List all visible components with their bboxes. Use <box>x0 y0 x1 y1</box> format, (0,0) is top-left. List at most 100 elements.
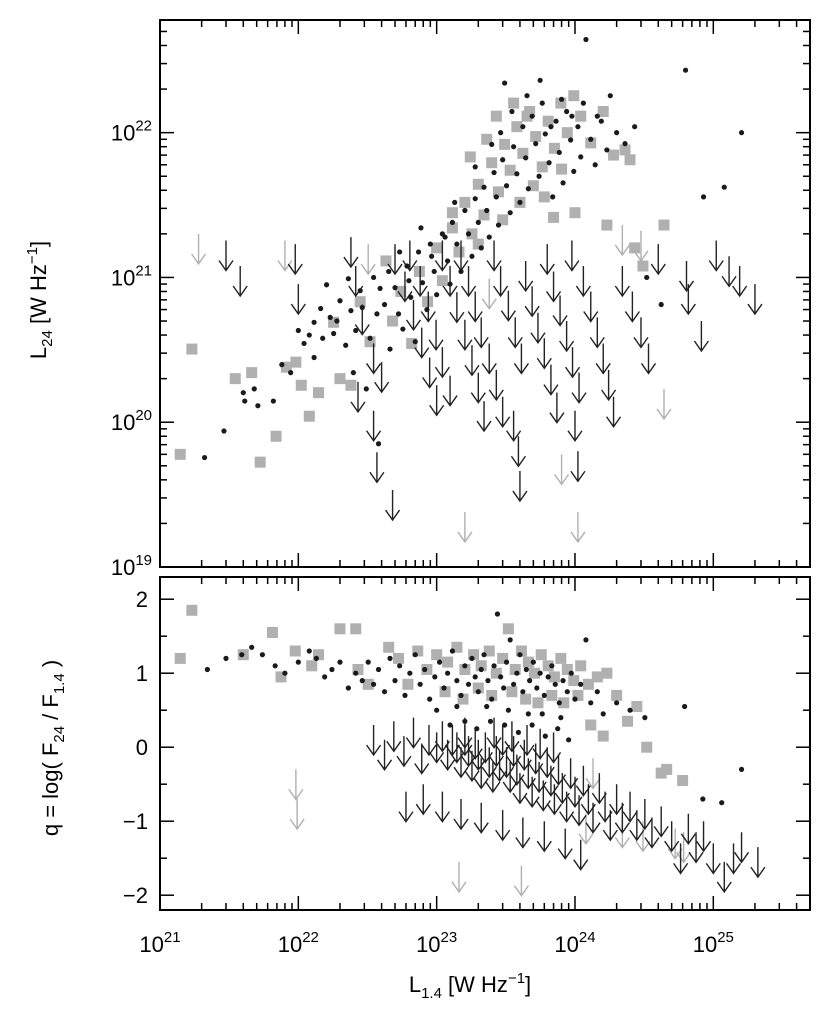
data-point-square <box>548 142 560 154</box>
upper-limit-arrow <box>493 265 509 298</box>
data-point-square <box>442 656 454 668</box>
upper-limit-arrow <box>520 758 536 790</box>
upper-limit-arrow <box>650 244 666 276</box>
data-point-square <box>517 147 529 159</box>
data-point-dot <box>469 655 475 662</box>
data-point-dot <box>392 285 398 291</box>
data-point-dot <box>568 670 574 676</box>
data-point-dot <box>201 454 208 461</box>
upper-limit-arrow-light <box>578 813 594 846</box>
data-point-dot <box>644 274 650 281</box>
upper-limit-arrow <box>414 327 430 359</box>
data-point-square <box>619 144 631 156</box>
data-point-square <box>555 97 567 109</box>
y-tick-label: −2 <box>123 883 148 908</box>
data-point-dot <box>507 210 513 216</box>
data-point-square <box>412 645 424 657</box>
upper-limit-arrow <box>453 747 469 779</box>
top-data-marks <box>174 36 763 544</box>
data-point-square <box>380 255 392 267</box>
data-point-dot <box>578 154 584 160</box>
data-point-dot <box>406 278 412 284</box>
upper-limit-arrow <box>507 317 523 349</box>
data-point-dot <box>427 241 433 247</box>
data-point-dot <box>408 294 414 300</box>
upper-limit-arrow <box>366 410 382 442</box>
data-point-dot <box>282 670 288 676</box>
data-point-dot <box>719 800 725 806</box>
data-point-square <box>345 379 357 391</box>
data-point-dot <box>447 722 453 728</box>
data-point-square <box>352 664 364 675</box>
bottom-panel: 210−1−2 1021 1022 1023 1024 1025 q = log( F2… <box>38 576 811 1002</box>
data-point-dot <box>386 268 392 275</box>
top-ticks <box>159 19 811 568</box>
data-point-dot <box>431 268 437 275</box>
upper-limit-arrow <box>571 372 587 404</box>
data-point-dot <box>223 655 229 662</box>
data-point-dot <box>415 249 422 255</box>
data-point-square <box>622 715 634 727</box>
data-point-dot <box>569 113 575 119</box>
data-point-dot <box>337 298 343 304</box>
bottom-ylabel-sub1: 24 <box>51 726 68 743</box>
xlabel-sup: −1 <box>508 970 525 987</box>
upper-limit-arrow <box>488 736 504 768</box>
data-point-dot <box>487 718 494 724</box>
data-point-dot <box>374 311 380 317</box>
data-point-dot <box>511 144 517 150</box>
data-point-dot <box>580 100 586 106</box>
data-point-square <box>631 701 643 712</box>
upper-limit-arrow <box>644 817 660 849</box>
data-point-square <box>597 730 609 742</box>
data-point-square <box>395 285 407 297</box>
data-point-dot <box>546 160 552 166</box>
upper-limit-arrow <box>506 736 522 768</box>
upper-limit-arrow <box>502 762 518 794</box>
top-ylabel-sub: 24 <box>39 330 56 347</box>
data-point-dot <box>462 207 468 214</box>
data-point-square <box>439 686 451 698</box>
upper-limit-arrow <box>422 357 438 389</box>
data-point-dot <box>594 689 600 695</box>
data-point-dot <box>539 100 545 106</box>
data-point-square <box>597 106 609 118</box>
data-point-dot <box>555 726 561 732</box>
x-tick-label: 1023 <box>416 929 457 957</box>
data-point-dot <box>578 681 584 687</box>
data-point-dot <box>556 149 562 156</box>
data-point-dot <box>381 301 388 308</box>
data-point-dot <box>478 666 484 673</box>
upper-limit-arrow <box>536 338 552 370</box>
data-point-dot <box>306 332 312 338</box>
data-point-square <box>536 161 548 173</box>
bottom-ticks <box>159 577 811 910</box>
data-point-dot <box>465 681 472 687</box>
data-point-square <box>677 775 689 786</box>
data-point-square <box>453 246 465 258</box>
data-point-square <box>497 652 509 664</box>
data-point-dot <box>575 124 581 130</box>
data-point-dot <box>505 707 511 713</box>
data-point-dot <box>491 663 497 669</box>
upper-limit-arrow <box>428 319 444 351</box>
data-point-dot <box>353 327 359 334</box>
data-point-dot <box>306 648 312 654</box>
upper-limit-arrow <box>559 321 575 353</box>
data-point-dot <box>422 666 428 673</box>
upper-limit-arrow <box>564 347 581 379</box>
upper-limit-arrow <box>680 284 696 316</box>
upper-limit-arrow <box>495 810 511 842</box>
data-point-dot <box>503 659 510 665</box>
data-point-square <box>546 689 558 701</box>
data-point-square <box>451 641 463 653</box>
data-point-square <box>413 265 425 277</box>
data-point-square <box>431 242 443 254</box>
upper-limit-arrow <box>464 345 480 377</box>
bottom-data-marks <box>174 604 766 897</box>
data-point-dot <box>301 340 307 347</box>
top-panel: 1019 1020 1021 1022 L24 [W Hz−1] <box>24 19 811 580</box>
upper-limit-arrow <box>570 451 586 483</box>
data-point-square <box>538 191 550 203</box>
data-point-dot <box>583 36 589 43</box>
